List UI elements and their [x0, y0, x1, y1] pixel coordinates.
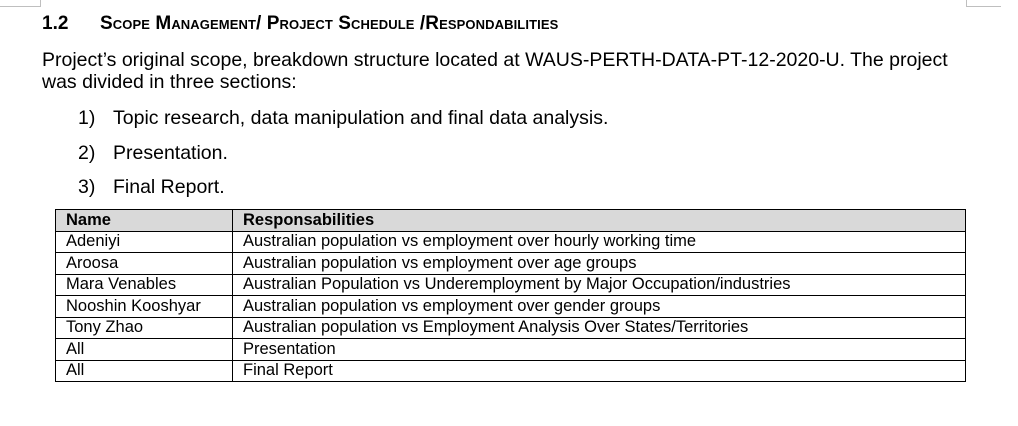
- table-row: All Presentation: [55, 338, 966, 361]
- table-cell-name: All: [55, 359, 233, 382]
- table-cell-responsability: Australian population vs Employment Anal…: [232, 316, 966, 339]
- table-cell-name: Nooshin Kooshyar: [55, 295, 233, 318]
- table-cell-responsability: Australian population vs employment over…: [232, 252, 966, 275]
- list-marker: 3): [78, 176, 96, 198]
- table-cell-responsability: Final Report: [232, 359, 966, 382]
- table-cell-responsability: Presentation: [232, 338, 966, 361]
- column-header-responsabilities: Responsabilities: [232, 209, 966, 232]
- list-item-text: Final Report.: [113, 176, 225, 198]
- table-cell-name: Aroosa: [55, 252, 233, 275]
- list-item: 2) Presentation.: [78, 140, 608, 175]
- table-cell-responsability: Australian Population vs Underemployment…: [232, 273, 966, 296]
- table-cell-responsability: Australian population vs employment over…: [232, 230, 966, 253]
- table-row: Mara Venables Australian Population vs U…: [55, 273, 966, 296]
- table-row: Nooshin Kooshyar Australian population v…: [55, 295, 966, 318]
- section-heading: 1.2 Scope Management/ Project Schedule /R…: [42, 12, 558, 36]
- table-row: Aroosa Australian population vs employme…: [55, 252, 966, 275]
- list-item: 1) Topic research, data manipulation and …: [78, 105, 608, 140]
- intro-paragraph: Project’s original scope, breakdown stru…: [42, 49, 948, 93]
- table-cell-name: All: [55, 338, 233, 361]
- section-title: Scope Management/ Project Schedule /Resp…: [100, 13, 559, 34]
- responsibilities-table: Name Responsabilities Adeniyi Australian…: [55, 209, 966, 382]
- table-row: All Final Report: [55, 359, 966, 382]
- list-item-text: Topic research, data manipulation and fi…: [113, 107, 609, 129]
- column-header-name: Name: [55, 209, 233, 232]
- section-number: 1.2: [42, 13, 69, 34]
- page-corner-mark-left: [0, 0, 41, 7]
- list-marker: 1): [78, 107, 96, 129]
- page-corner-mark-right: [966, 0, 1001, 7]
- table-cell-name: Adeniyi: [55, 230, 233, 253]
- table-row: Tony Zhao Australian population vs Emplo…: [55, 316, 966, 339]
- table-cell-name: Mara Venables: [55, 273, 233, 296]
- list-item: 3) Final Report.: [78, 174, 608, 209]
- table-cell-name: Tony Zhao: [55, 316, 233, 339]
- list-item-text: Presentation.: [113, 141, 228, 164]
- table-cell-responsability: Australian population vs employment over…: [232, 295, 966, 318]
- table-header-row: Name Responsabilities: [55, 209, 966, 232]
- table-row: Adeniyi Australian population vs employm…: [55, 230, 966, 253]
- project-sections-list: 1) Topic research, data manipulation and …: [78, 105, 608, 209]
- list-marker: 2): [78, 141, 96, 164]
